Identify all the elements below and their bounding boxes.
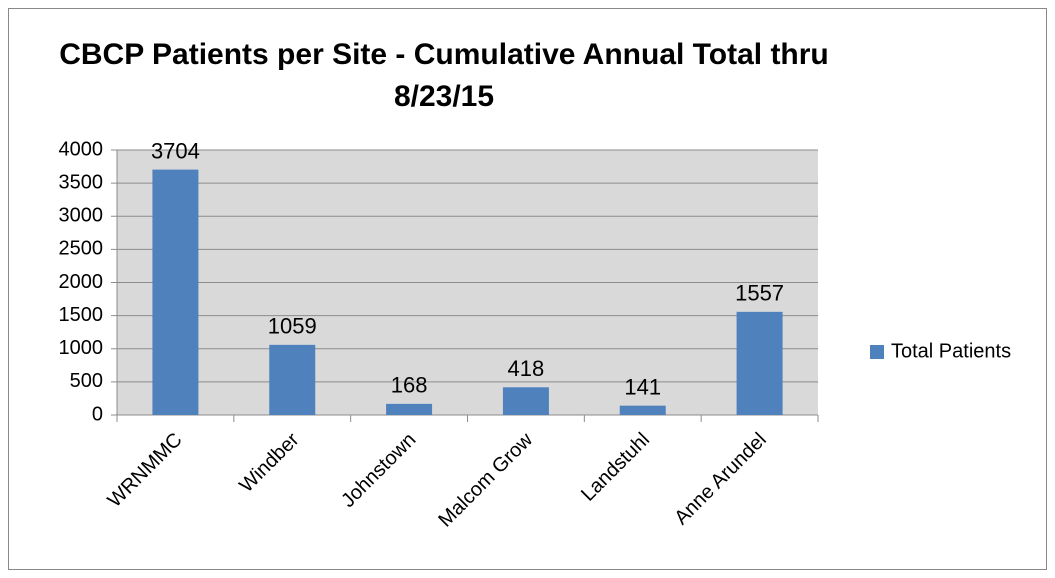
bar bbox=[386, 403, 433, 415]
chart-frame bbox=[8, 8, 1047, 570]
y-tick-label: 4000 bbox=[59, 138, 104, 160]
legend-label: Total Patients bbox=[891, 340, 1011, 362]
y-tick-label: 1000 bbox=[59, 337, 104, 359]
y-tick-label: 1500 bbox=[59, 304, 104, 326]
data-label: 168 bbox=[391, 373, 428, 398]
bar bbox=[152, 169, 199, 415]
x-tick-label: Anne Arundel bbox=[670, 429, 770, 529]
x-tick-label: Johnstown bbox=[337, 429, 420, 512]
y-tick-label: 2500 bbox=[59, 238, 104, 260]
data-label: 141 bbox=[624, 374, 661, 399]
y-tick-label: 2000 bbox=[59, 271, 104, 293]
legend-swatch bbox=[870, 345, 884, 359]
y-tick-label: 500 bbox=[70, 370, 103, 392]
data-label: 418 bbox=[508, 356, 545, 381]
y-tick-label: 3500 bbox=[59, 171, 104, 193]
y-tick-label: 0 bbox=[92, 403, 103, 425]
x-tick-label: WRNMMC bbox=[104, 429, 187, 512]
x-tick-label: Windber bbox=[235, 428, 303, 496]
y-tick-label: 3000 bbox=[59, 205, 104, 227]
data-label: 1557 bbox=[735, 281, 784, 306]
bar bbox=[736, 311, 783, 415]
bar bbox=[269, 344, 316, 415]
x-tick-label: Malcom Grow bbox=[434, 428, 537, 531]
data-label: 1059 bbox=[268, 314, 317, 339]
bar bbox=[502, 387, 549, 415]
chart-title: CBCP Patients per Site - Cumulative Annu… bbox=[59, 38, 829, 113]
x-tick-label: Landstuhl bbox=[577, 429, 654, 506]
bar bbox=[619, 405, 666, 415]
data-label: 3704 bbox=[151, 138, 200, 163]
